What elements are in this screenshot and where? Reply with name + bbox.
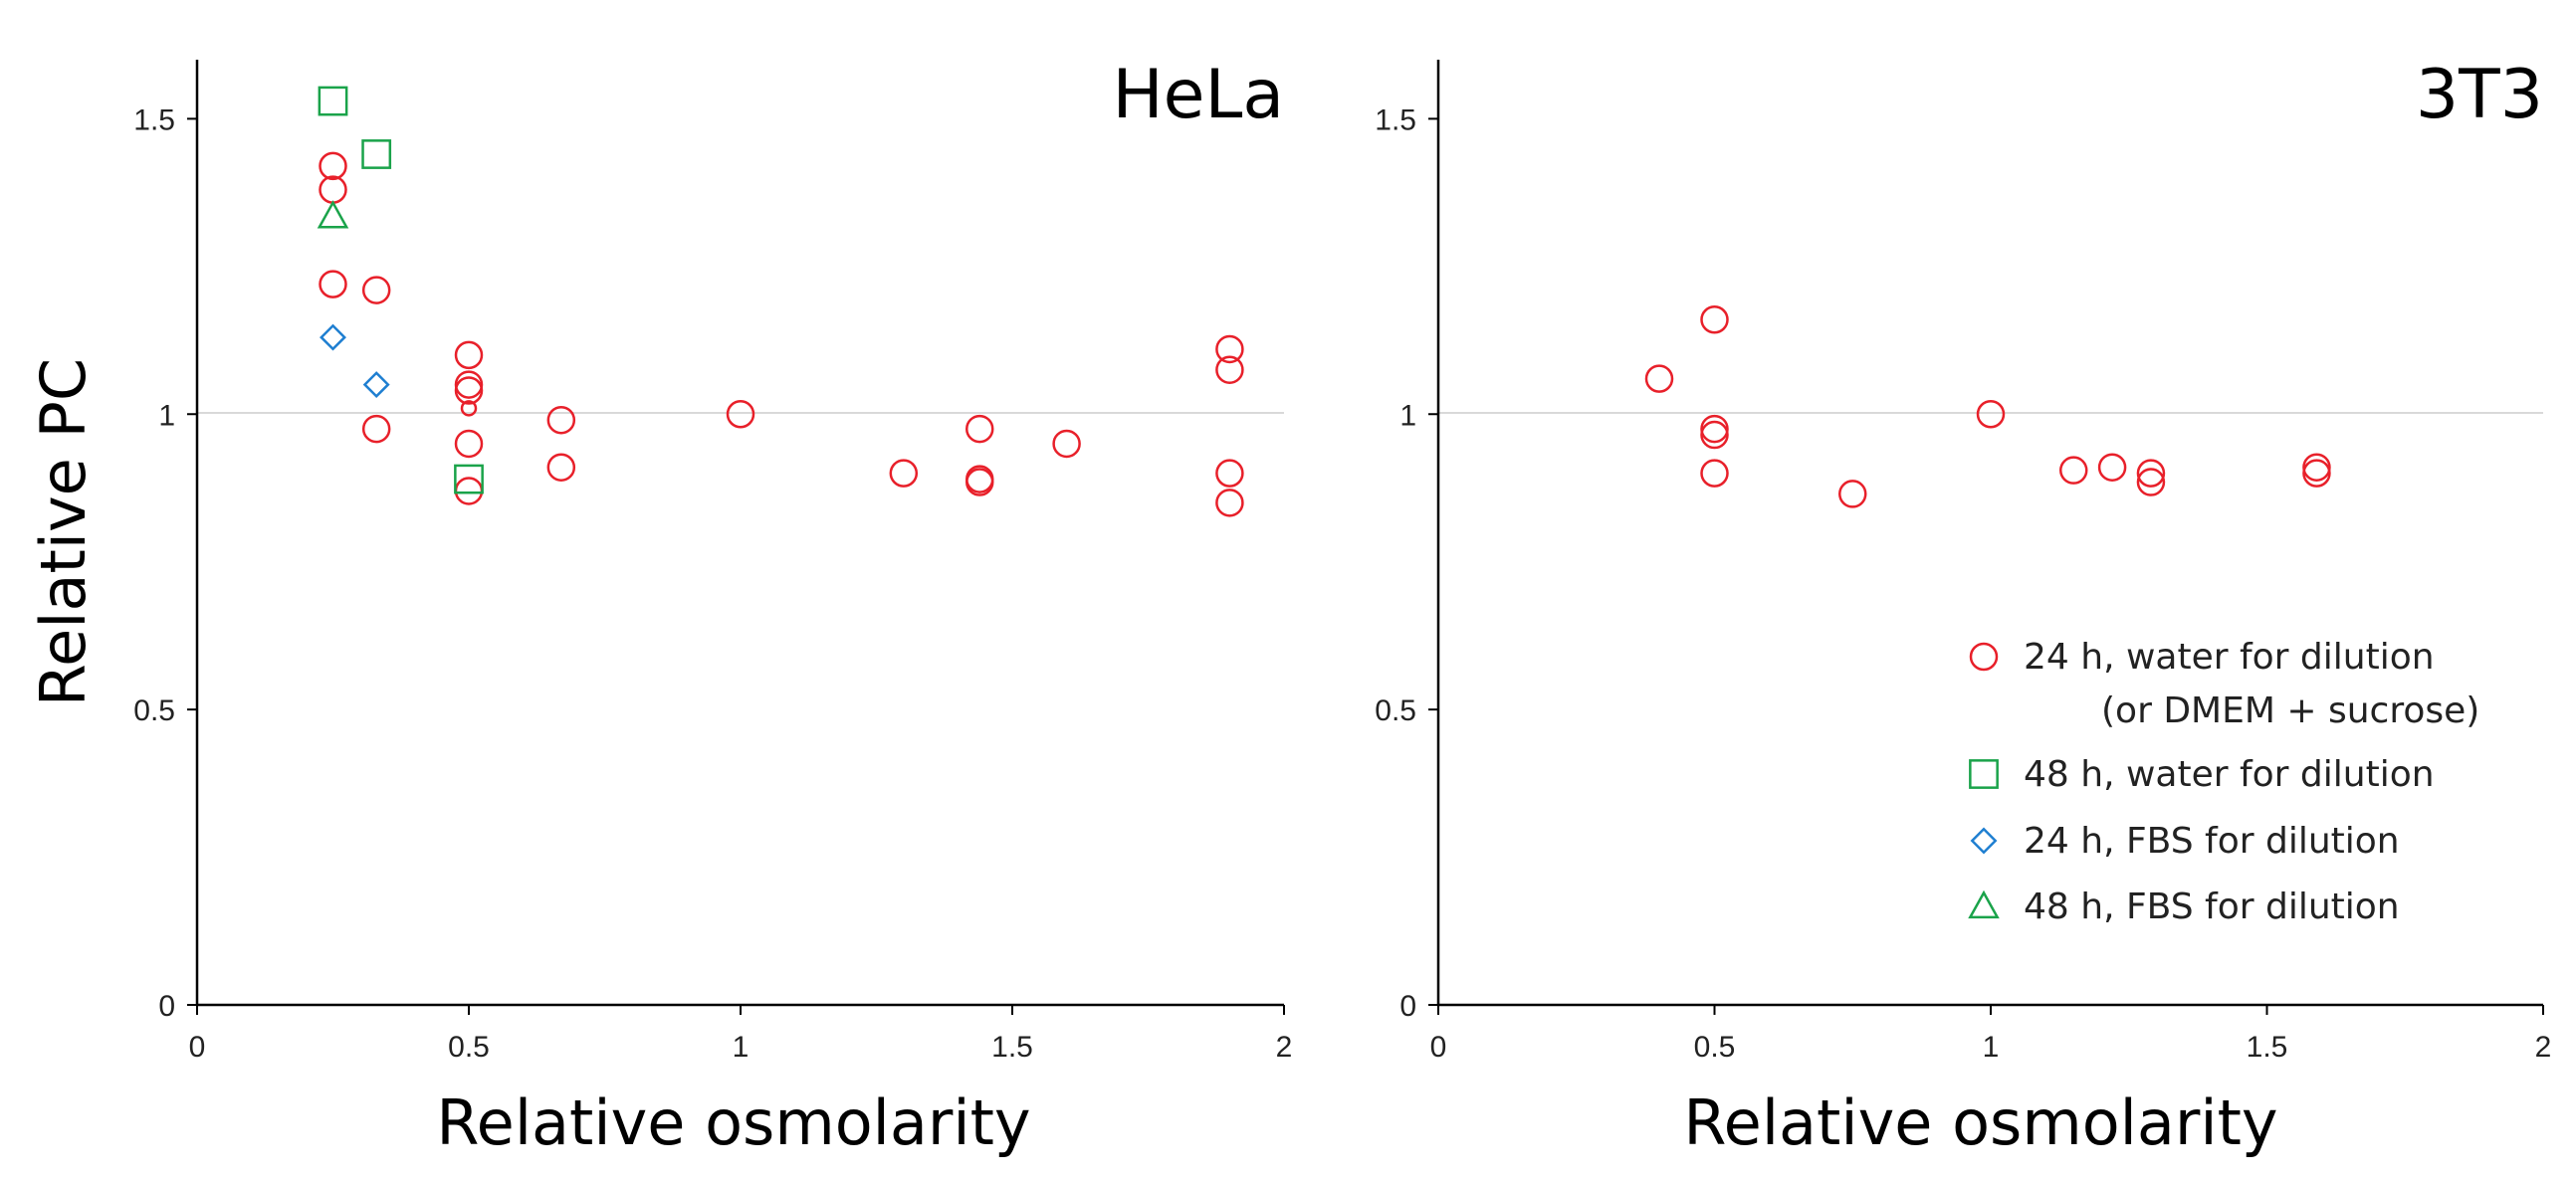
y-tick-label: 0.5 <box>133 694 175 727</box>
data-point-circle <box>889 459 919 488</box>
panel-title: HeLa <box>1112 56 1284 134</box>
y-tick-label: 0 <box>158 990 175 1023</box>
legend-marker-triangle <box>1968 889 2000 919</box>
x-tick-label: 0 <box>189 1031 206 1064</box>
data-point-circle <box>546 405 576 435</box>
3t3-panel: 0 0.5 1 1.5 2 0 0.5 1 1.5 3T3 Relative osmolarit… <box>1375 56 2551 1159</box>
data-points <box>1644 305 2331 508</box>
y-tick-label: 1.5 <box>133 103 175 136</box>
data-point-circle <box>965 414 994 444</box>
data-point-circle <box>2302 459 2331 488</box>
legend-marker-circle <box>1969 642 1999 672</box>
data-point-circle <box>361 414 391 444</box>
panel-title: 3T3 <box>2416 56 2543 134</box>
data-point-circle <box>1838 480 1867 508</box>
data-point-circle <box>319 270 347 298</box>
legend-symbol <box>1968 889 2000 919</box>
x-tick-label: 1 <box>1983 1031 2000 1064</box>
data-point-circle <box>726 400 755 429</box>
data-point-square <box>361 139 392 169</box>
data-point-circle <box>319 151 347 181</box>
data-point-circle <box>1215 334 1244 364</box>
data-point-circle <box>361 276 391 304</box>
legend-label: 48 h, FBS for dilution <box>2024 886 2400 927</box>
data-point-circle <box>454 477 484 505</box>
x-axis-label: Relative osmolarity <box>1683 1086 2277 1159</box>
data-points <box>317 86 1244 517</box>
data-point-circle <box>454 340 484 370</box>
x-tick-label: 0.5 <box>448 1031 490 1064</box>
x-tick-label: 1.5 <box>2247 1031 2288 1064</box>
data-point-circle <box>1215 489 1244 517</box>
data-point-circle <box>454 376 484 405</box>
data-point-circle <box>2059 456 2088 485</box>
data-point-circle <box>454 370 484 399</box>
data-point-circle <box>1700 414 1729 444</box>
data-point-circle <box>2302 453 2331 482</box>
data-point-circle <box>454 429 484 459</box>
data-point-circle <box>1976 400 2006 429</box>
data-point-square <box>454 464 484 494</box>
x-tick-label: 1.5 <box>991 1031 1033 1064</box>
x-axis-label: Relative osmolarity <box>436 1086 1030 1159</box>
data-point-small-circle <box>460 400 478 417</box>
legend-symbol <box>1970 827 1998 855</box>
data-point-circle <box>2136 459 2166 488</box>
legend-label-continued: (or DMEM + sucrose) <box>2101 690 2479 731</box>
legend-label: 24 h, water for dilution <box>2024 637 2435 678</box>
data-point-circle <box>1700 305 1729 334</box>
data-point-circle <box>1215 459 1244 488</box>
legend-symbol <box>1969 759 1999 789</box>
y-tick-label: 0 <box>1399 990 1416 1023</box>
y-axis-label: Relative PC <box>27 358 100 706</box>
legend-symbol <box>1969 642 1999 672</box>
data-point-circle <box>2097 453 2127 482</box>
data-point-diamond <box>362 371 390 399</box>
x-tick-label: 2 <box>1276 1031 1293 1064</box>
ticks: 0 0.5 1 1.5 2 0 0.5 1 1.5 <box>133 103 1292 1064</box>
legend-label: 48 h, water for dilution <box>2024 754 2435 795</box>
data-point-circle <box>1644 364 1674 393</box>
x-tick-label: 0 <box>1430 1031 1447 1064</box>
legend-marker-square <box>1969 759 1999 789</box>
data-point-circle <box>546 453 576 482</box>
data-point-circle <box>319 175 347 204</box>
y-tick-label: 1.5 <box>1375 103 1416 136</box>
data-point-circle <box>1052 429 1081 459</box>
data-point-diamond <box>320 323 346 351</box>
data-point-circle <box>1700 420 1729 450</box>
x-tick-label: 2 <box>2535 1031 2552 1064</box>
ticks: 0 0.5 1 1.5 2 0 0.5 1 1.5 <box>1375 103 2551 1064</box>
y-tick-label: 1 <box>158 399 175 432</box>
data-point-circle <box>2136 468 2166 496</box>
data-point-circle <box>1215 355 1244 384</box>
data-point-circle <box>965 468 994 496</box>
y-tick-label: 0.5 <box>1375 694 1416 727</box>
data-point-circle <box>1700 459 1729 488</box>
x-tick-label: 0.5 <box>1694 1031 1736 1064</box>
hela-panel: 0 0.5 1 1.5 2 0 0.5 1 1.5 HeLa Relative osmolari… <box>27 56 1292 1159</box>
legend-marker-diamond <box>1970 827 1998 855</box>
legend: 24 h, water for dilution (or DMEM + sucr… <box>1968 637 2479 927</box>
y-tick-label: 1 <box>1399 399 1416 432</box>
x-tick-label: 1 <box>733 1031 750 1064</box>
data-point-square <box>318 86 348 116</box>
data-point-triangle <box>317 200 349 229</box>
legend-label: 24 h, FBS for dilution <box>2024 821 2400 862</box>
